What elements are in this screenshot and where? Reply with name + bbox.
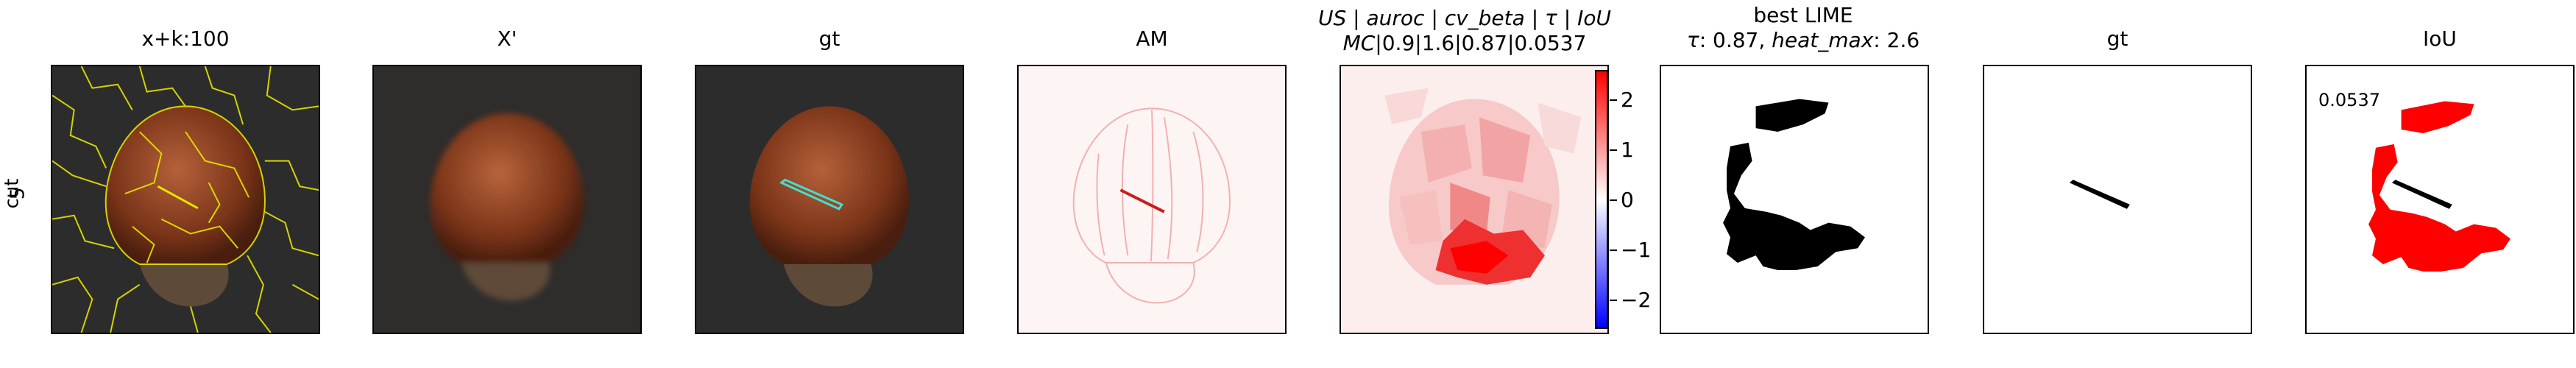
colorbar-tick-label: −2 [1621,288,1652,312]
panel-title-8: IoU [2423,26,2457,51]
colorbar-tick [1610,250,1617,251]
anomaly-map-image [1019,66,1285,333]
iou-image [2307,66,2573,333]
panel-title-5-line2: MC|0.9|1.6|0.87|0.0537 [1342,31,1587,55]
panel-title-6: best LIME τ: 0.87, heat_max: 2.6 [1641,3,1965,53]
panel-title-2: X' [497,26,517,51]
reconstruction-image [374,66,640,333]
gt-mask-image [1984,66,2251,333]
colorbar-tick-label: 1 [1621,138,1634,162]
panel-title-5: US | auroc | cv_beta | τ | IoU MC|0.9|1.… [1266,6,1663,56]
panel-reconstruction [372,65,642,334]
colorbar [1595,70,1608,329]
colorbar-tick [1610,99,1617,101]
panel-anomaly-map [1017,65,1287,334]
us-heatmap-image [1341,66,1607,333]
lime-mask-image [1661,66,1928,333]
panel-title-7: gt [2106,26,2129,51]
row-label-line2: 5 [7,187,29,200]
panel-us-heatmap [1340,65,1609,334]
row-label: cut 5 [0,169,29,228]
panel-title-3: gt [818,26,841,51]
iou-value-label: 0.0537 [2318,90,2380,110]
panel-best-lime-mask [1660,65,1929,334]
panel-title-6-line2: τ: 0.87, heat_max: 2.6 [1686,28,1920,52]
panel-superpixels [51,65,320,334]
colorbar-tick-label: −1 [1621,238,1652,262]
colorbar-tick [1610,149,1617,151]
panel-title-4: AM [1136,26,1168,51]
panel-iou [2305,65,2575,334]
colorbar-tick [1610,300,1617,301]
panel-title-6-line1: best LIME [1753,3,1853,27]
panel-ground-truth-overlay [695,65,964,334]
colorbar-tick-label: 0 [1621,188,1634,212]
panel-gt-mask [1983,65,2252,334]
panel-title-5-line1: US | auroc | cv_beta | τ | IoU [1317,6,1612,30]
panel-title-1: x+k:100 [141,26,230,51]
gt-overlay-image [696,66,963,333]
colorbar-tick-label: 2 [1621,88,1634,112]
colorbar-tick [1610,199,1617,201]
superpixel-image [52,66,319,333]
